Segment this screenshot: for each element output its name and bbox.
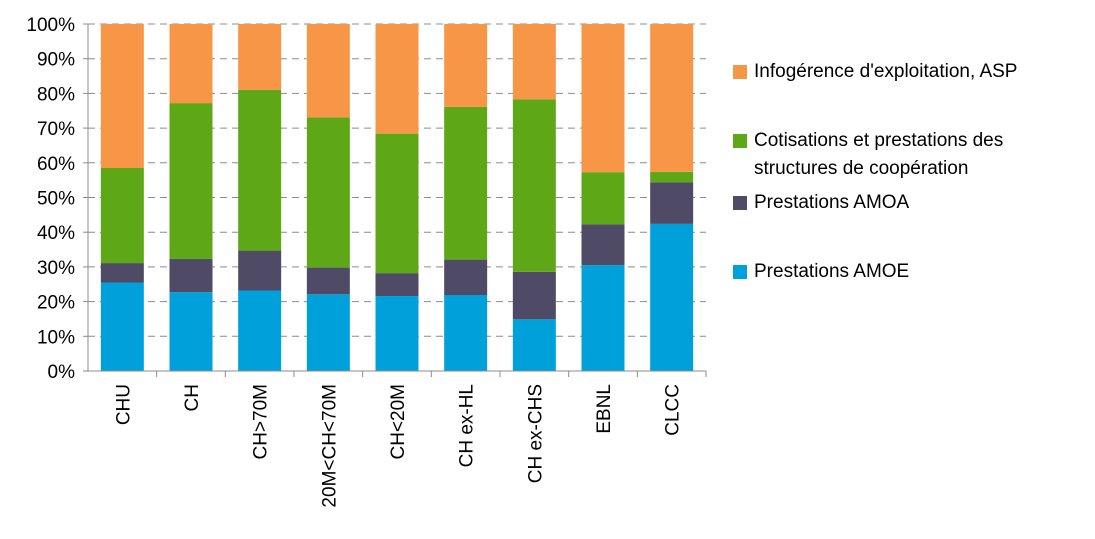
legend-label-cotisations: Cotisations et prestations des structure… — [754, 130, 1004, 179]
y-tick-labels: 0% 10% 20% 30% 40% 50% 60% 70% 80% 90% 100% — [26, 15, 75, 383]
bar-segment — [169, 24, 213, 104]
legend-item-amoa: Prestations AMOA — [733, 189, 909, 217]
bar-segment — [581, 224, 625, 266]
axes — [83, 23, 707, 377]
bar-segment — [306, 294, 350, 371]
bar-segment — [512, 99, 556, 272]
bar-segment — [581, 24, 625, 173]
bar-segment — [375, 273, 419, 297]
y-tick-label: 90% — [37, 50, 75, 71]
legend-label-amoe: Prestations AMOE — [754, 261, 910, 282]
bar-segment — [169, 292, 213, 371]
bars — [100, 24, 694, 371]
bar-segment — [512, 271, 556, 320]
bar-segment — [650, 24, 694, 172]
x-category-label: 20M<CH<70M — [319, 384, 340, 508]
bar-segment — [306, 117, 350, 268]
legend-swatch-amoe — [733, 265, 747, 279]
legend-swatch-amoa — [733, 196, 747, 210]
bar-segment — [238, 89, 282, 251]
x-category-label: CH ex-CHS — [525, 384, 546, 483]
bar-segment — [375, 24, 419, 134]
legend-swatch-cotisations — [733, 134, 747, 148]
bar-segment — [512, 24, 556, 100]
y-tick-label: 10% — [37, 327, 75, 348]
x-category-label: CHU — [113, 384, 134, 425]
legend-swatch-infogerence — [733, 65, 747, 79]
legend-item-amoe: Prestations AMOE — [733, 258, 909, 286]
y-tick-label: 100% — [26, 15, 75, 36]
y-tick-label: 30% — [37, 258, 75, 279]
bar-segment — [650, 182, 694, 224]
bar-segment — [444, 295, 488, 371]
bar-segment — [444, 106, 488, 260]
y-tick-label: 80% — [37, 84, 75, 105]
bar-segment — [100, 282, 144, 371]
y-tick-label: 40% — [37, 223, 75, 244]
x-category-label: CH — [182, 384, 203, 411]
y-tick-label: 0% — [48, 362, 76, 383]
legend-label-amoa: Prestations AMOA — [754, 192, 910, 213]
y-tick-label: 50% — [37, 189, 75, 210]
bar-segment — [238, 290, 282, 371]
bar-segment — [100, 263, 144, 283]
bar-segment — [306, 267, 350, 295]
bar-segment — [375, 133, 419, 274]
bar-segment — [650, 223, 694, 371]
bar-segment — [100, 24, 144, 169]
x-category-label: CH<20M — [388, 384, 409, 460]
bar-segment — [238, 250, 282, 291]
y-tick-label: 20% — [37, 293, 75, 314]
bar-segment — [512, 319, 556, 371]
legend-item-infogerence: Infogérence d'exploitation, ASP — [733, 58, 1017, 86]
bar-segment — [650, 171, 694, 183]
bar-segment — [169, 103, 213, 259]
legend-item-cotisations: Cotisations et prestations des structure… — [733, 127, 1003, 183]
x-category-label: CLCC — [663, 384, 684, 436]
x-category-labels: CHU CH CH>70M 20M<CH<70M CH<20M CH ex-HL CH ex… — [113, 384, 683, 508]
bar-segment — [375, 296, 419, 371]
bar-segment — [581, 172, 625, 225]
legend-label-infogerence: Infogérence d'exploitation, ASP — [754, 61, 1018, 82]
x-category-label: CH ex-HL — [457, 384, 478, 467]
bar-segment — [238, 24, 282, 90]
bar-segment — [169, 258, 213, 293]
bar-segment — [444, 259, 488, 296]
bar-segment — [444, 24, 488, 107]
x-category-label: EBNL — [594, 384, 615, 434]
bar-segment — [581, 265, 625, 371]
y-tick-label: 70% — [37, 119, 75, 140]
bar-segment — [306, 24, 350, 118]
x-category-label: CH>70M — [251, 384, 272, 460]
bar-segment — [100, 168, 144, 264]
y-tick-label: 60% — [37, 154, 75, 175]
